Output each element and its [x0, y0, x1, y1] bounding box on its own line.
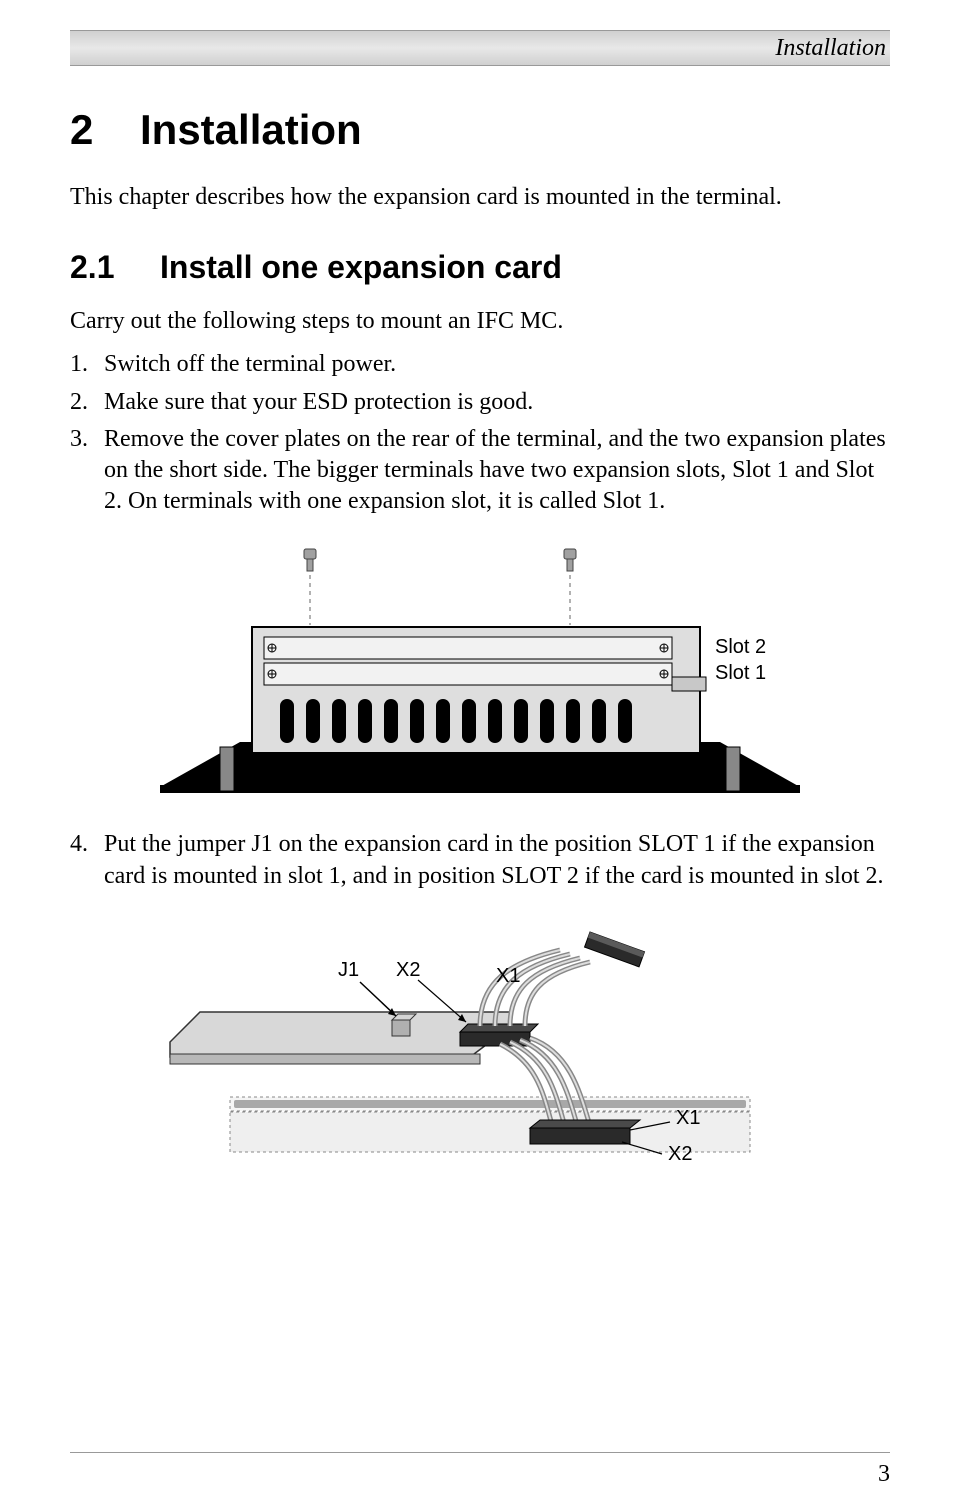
running-head: Installation: [775, 35, 886, 62]
section-intro: This chapter describes how the expansion…: [70, 182, 890, 213]
x1-top-label: X1: [496, 965, 520, 987]
terminal-diagram: Slot 2 Slot 1: [160, 547, 800, 817]
subsection-number: 2.1: [70, 249, 160, 286]
slot1-label: Slot 1: [715, 662, 766, 684]
j1-label: J1: [338, 959, 359, 981]
section-heading: 2Installation: [70, 106, 890, 154]
x2-bot-label: X2: [668, 1143, 692, 1165]
figure-1: Slot 2 Slot 1: [70, 547, 890, 817]
section-number: 2: [70, 106, 140, 154]
section-title: Installation: [140, 106, 362, 153]
card-diagram: J1: [160, 922, 800, 1192]
subsection-intro: Carry out the following steps to mount a…: [70, 306, 890, 337]
figure-2: J1: [70, 922, 890, 1192]
steps-list-a: Switch off the terminal power. Make sure…: [70, 349, 890, 517]
step-item: Switch off the terminal power.: [70, 349, 890, 380]
x2-top-label: X2: [396, 959, 420, 981]
page-header: Installation: [70, 30, 890, 66]
step-item: Make sure that your ESD protection is go…: [70, 387, 890, 418]
page-footer: 3: [70, 1452, 890, 1488]
subsection-title: Install one expansion card: [160, 249, 562, 285]
x1-bot-label: X1: [676, 1107, 700, 1129]
subsection-heading: 2.1Install one expansion card: [70, 249, 890, 286]
page-number: 3: [878, 1461, 890, 1487]
step-item: Put the jumper J1 on the expansion card …: [70, 829, 890, 891]
step-item: Remove the cover plates on the rear of t…: [70, 424, 890, 518]
slot2-label: Slot 2: [715, 636, 766, 658]
steps-list-b: Put the jumper J1 on the expansion card …: [70, 829, 890, 891]
